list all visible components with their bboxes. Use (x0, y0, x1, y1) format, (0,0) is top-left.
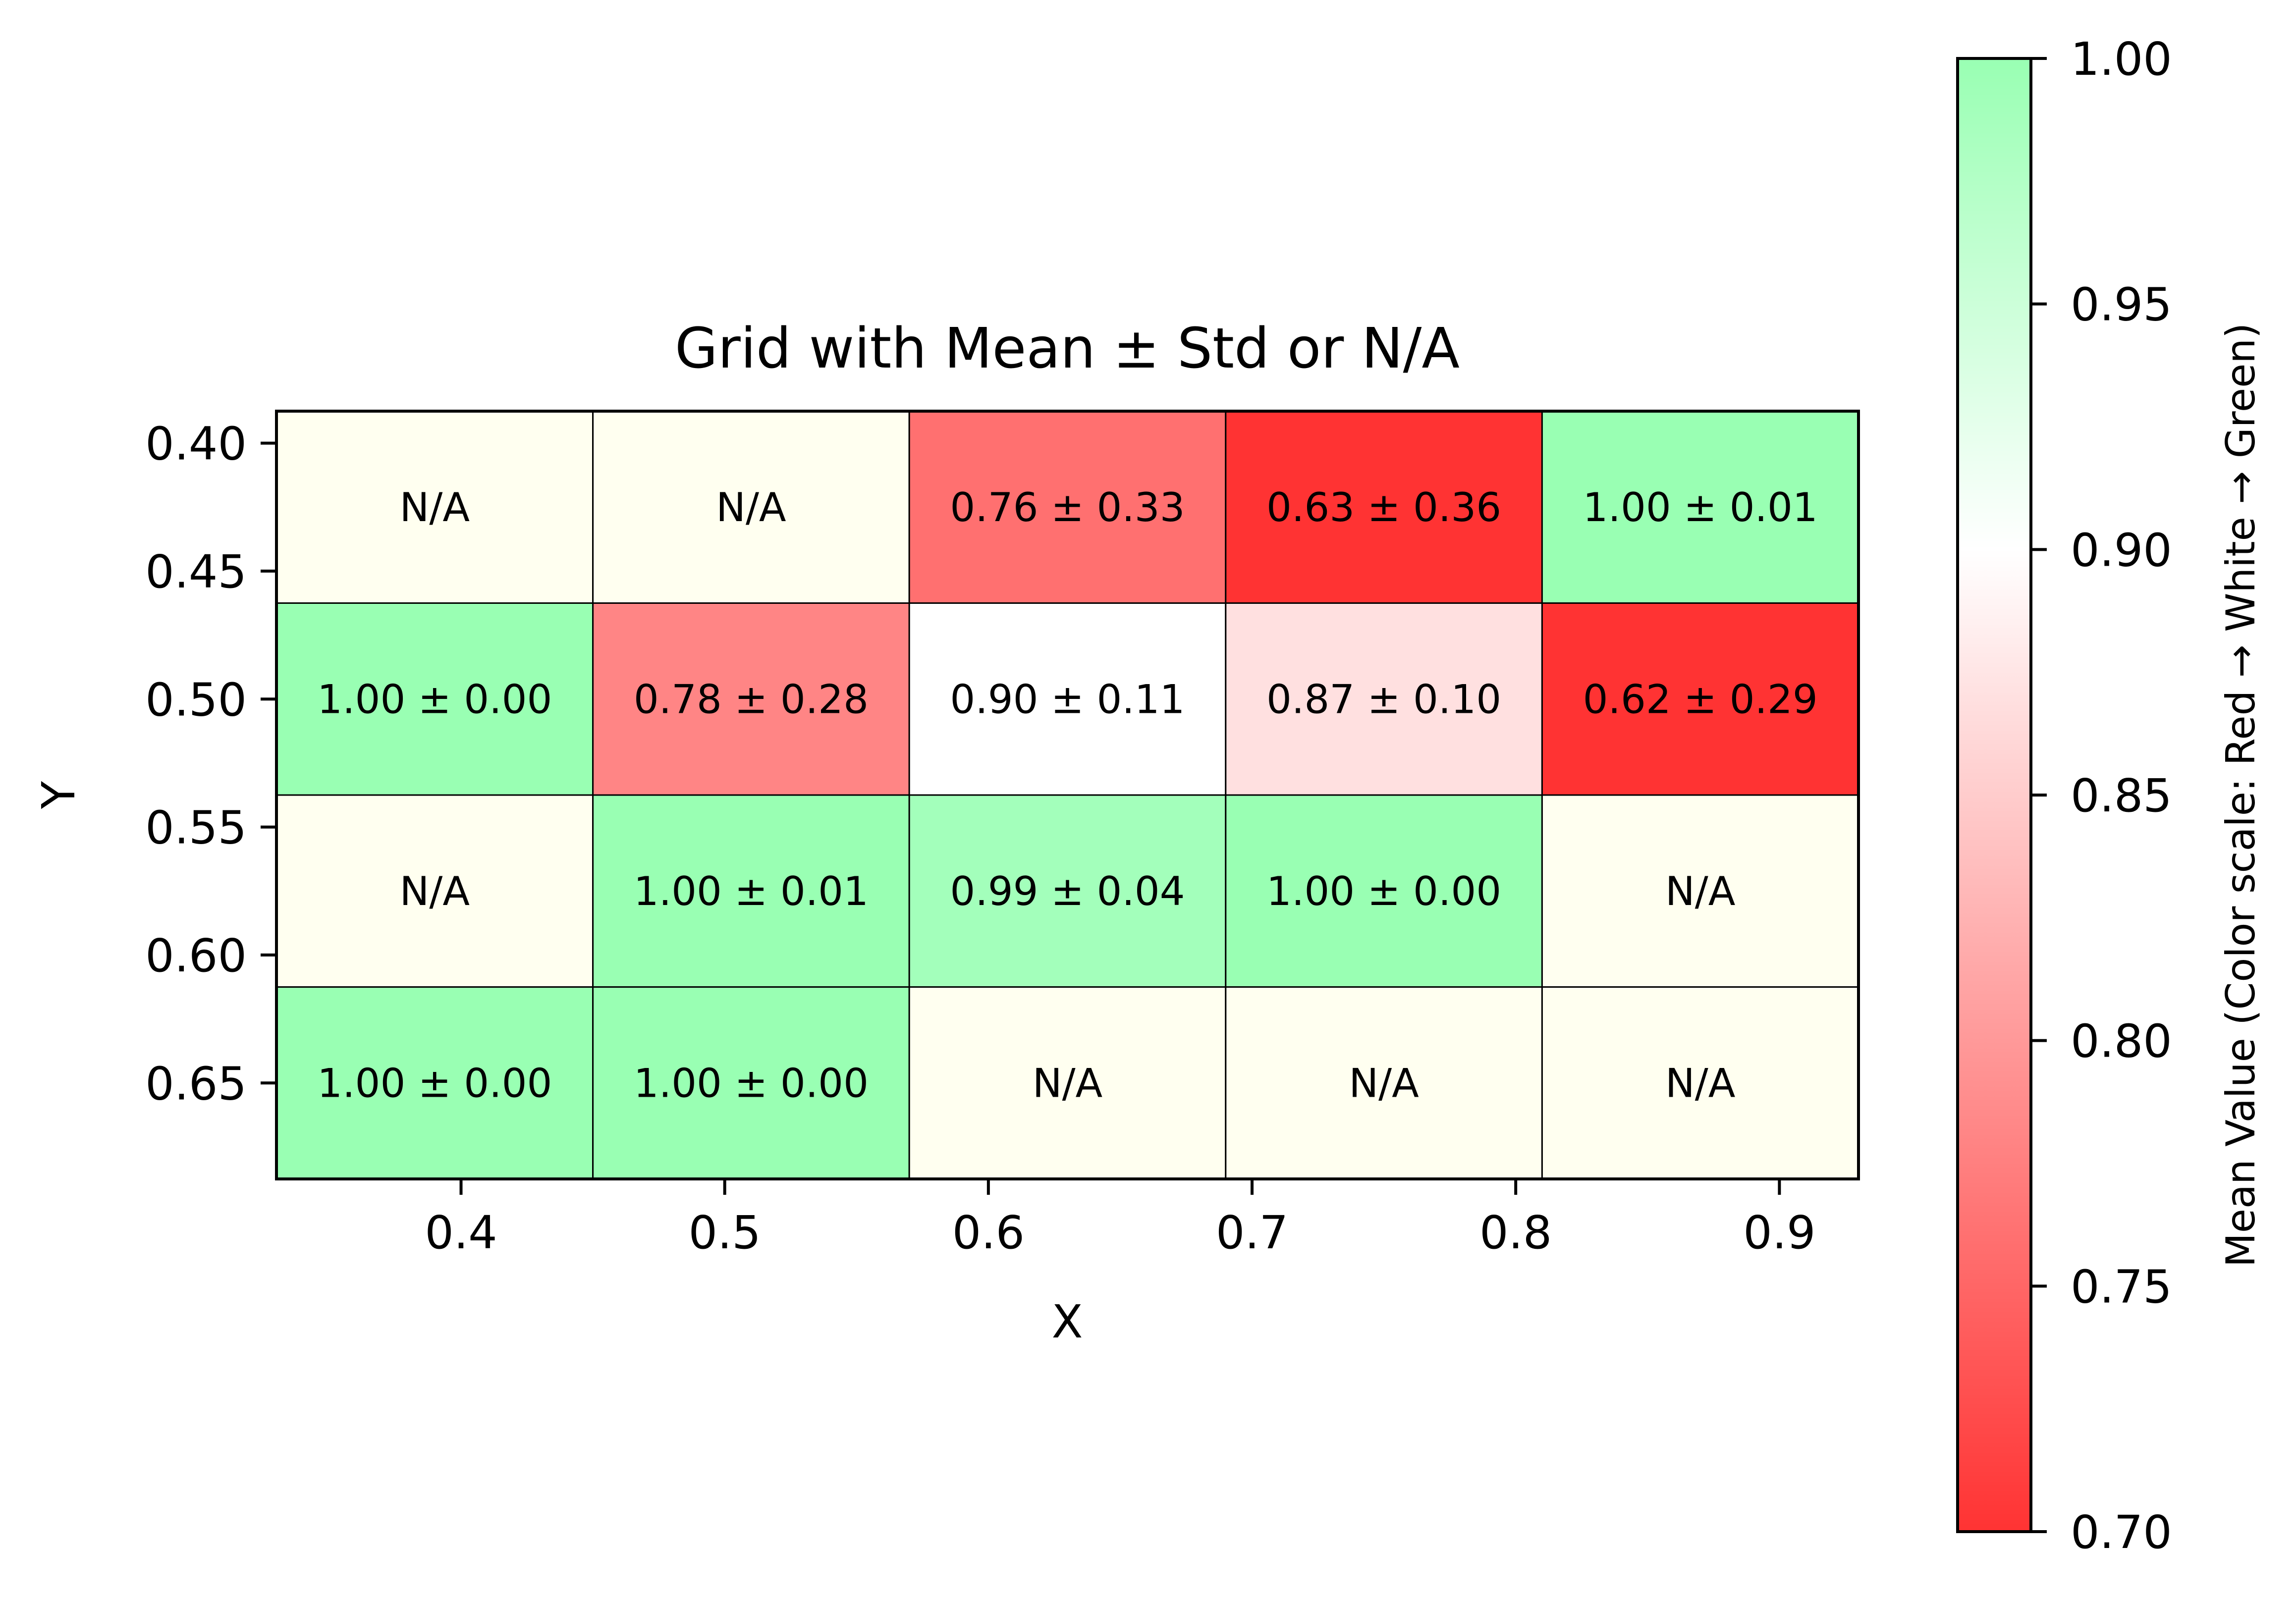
colorbar-tick-label: 0.85 (2071, 769, 2172, 822)
colorbar-ticks: 0.70 0.75 0.80 0.85 0.90 0.95 1.00 (2031, 33, 2172, 1559)
chart-title: Grid with Mean ± Std or N/A (675, 317, 1460, 381)
cell-value-label: 0.78 ± 0.28 (634, 676, 869, 722)
y-tick-label: 0.50 (145, 673, 247, 726)
cell-value-label: N/A (716, 484, 786, 531)
heatmap-cell (592, 794, 910, 988)
cell-value-label: 1.00 ± 0.00 (317, 1060, 552, 1106)
y-tick-label: 0.45 (145, 545, 247, 598)
y-tick-label: 0.65 (145, 1057, 247, 1110)
heatmap-cell (592, 986, 910, 1180)
heatmap-cell (275, 602, 594, 796)
heatmap-cell (1225, 794, 1543, 988)
cell-value-label: N/A (1349, 1060, 1419, 1106)
y-axis-ticks: 0.40 0.45 0.50 0.55 0.60 0.65 (145, 418, 276, 1110)
plot-frame (275, 410, 1860, 1180)
cell-value-label: 0.62 ± 0.29 (1583, 676, 1818, 722)
x-tick-label: 0.4 (425, 1206, 497, 1259)
cell-value-label: 0.76 ± 0.33 (950, 484, 1185, 531)
heatmap-cell (592, 410, 910, 604)
cell-value-label: 1.00 ± 0.00 (1266, 868, 1501, 914)
cell-value-label: N/A (1665, 1060, 1736, 1106)
cell-value-label: N/A (1665, 868, 1736, 914)
cell-value-label: N/A (400, 868, 470, 914)
cell-value-label: 1.00 ± 0.00 (317, 676, 552, 722)
y-tick-label: 0.40 (145, 418, 247, 471)
colorbar-tick-label: 0.70 (2071, 1506, 2172, 1559)
x-tick-label: 0.8 (1479, 1206, 1552, 1259)
cell-value-label: 0.63 ± 0.36 (1266, 484, 1501, 531)
colorbar (1956, 57, 2032, 1533)
x-axis-label: X (1051, 1295, 1083, 1348)
heatmap-cell (275, 410, 594, 604)
heatmap-cell (908, 794, 1227, 988)
heatmap-cell (1541, 602, 1859, 796)
x-tick-label: 0.6 (952, 1206, 1025, 1259)
heatmap-cell (1541, 794, 1859, 988)
cell-value-label: 0.90 ± 0.11 (950, 676, 1185, 722)
heatmap-cell (908, 986, 1227, 1180)
y-axis-label: Y (32, 781, 85, 809)
colorbar-tick-label: 0.80 (2071, 1015, 2172, 1068)
x-axis-ticks: 0.4 0.5 0.6 0.7 0.8 0.9 (425, 1179, 1816, 1259)
colorbar-tick-label: 0.90 (2071, 524, 2172, 577)
cell-value-label: 1.00 ± 0.01 (634, 868, 869, 914)
heatmap-cell (592, 602, 910, 796)
cell-value-label: N/A (400, 484, 470, 531)
heatmap-cell (1225, 986, 1543, 1180)
heatmap-cell (1541, 986, 1859, 1180)
heatmap-cell (1541, 410, 1859, 604)
y-tick-label: 0.60 (145, 929, 247, 982)
heatmap-cell-labels: N/A N/A 0.76 ± 0.33 0.63 ± 0.36 1.00 ± 0.01 1… (317, 484, 1818, 1107)
heatmap-cell (1225, 410, 1543, 604)
colorbar-tick-label: 0.75 (2071, 1260, 2172, 1313)
cell-value-label: 1.00 ± 0.00 (634, 1060, 869, 1106)
colorbar-tick-label: 1.00 (2071, 33, 2172, 86)
x-tick-label: 0.5 (689, 1206, 761, 1259)
cell-value-label: 0.87 ± 0.10 (1266, 676, 1501, 722)
x-tick-label: 0.9 (1743, 1206, 1815, 1259)
cell-value-label: N/A (1033, 1060, 1103, 1106)
heatmap-cell (908, 602, 1227, 796)
colorbar-tick-label: 0.95 (2071, 278, 2172, 331)
cell-value-label: 1.00 ± 0.01 (1583, 484, 1818, 531)
cell-value-label: 0.99 ± 0.04 (950, 868, 1185, 914)
y-tick-label: 0.55 (145, 801, 247, 854)
x-tick-label: 0.7 (1216, 1206, 1288, 1259)
colorbar-label: Mean Value (Color scale: Red → White → G… (2218, 323, 2264, 1267)
heatmap-cells (275, 410, 1859, 1180)
